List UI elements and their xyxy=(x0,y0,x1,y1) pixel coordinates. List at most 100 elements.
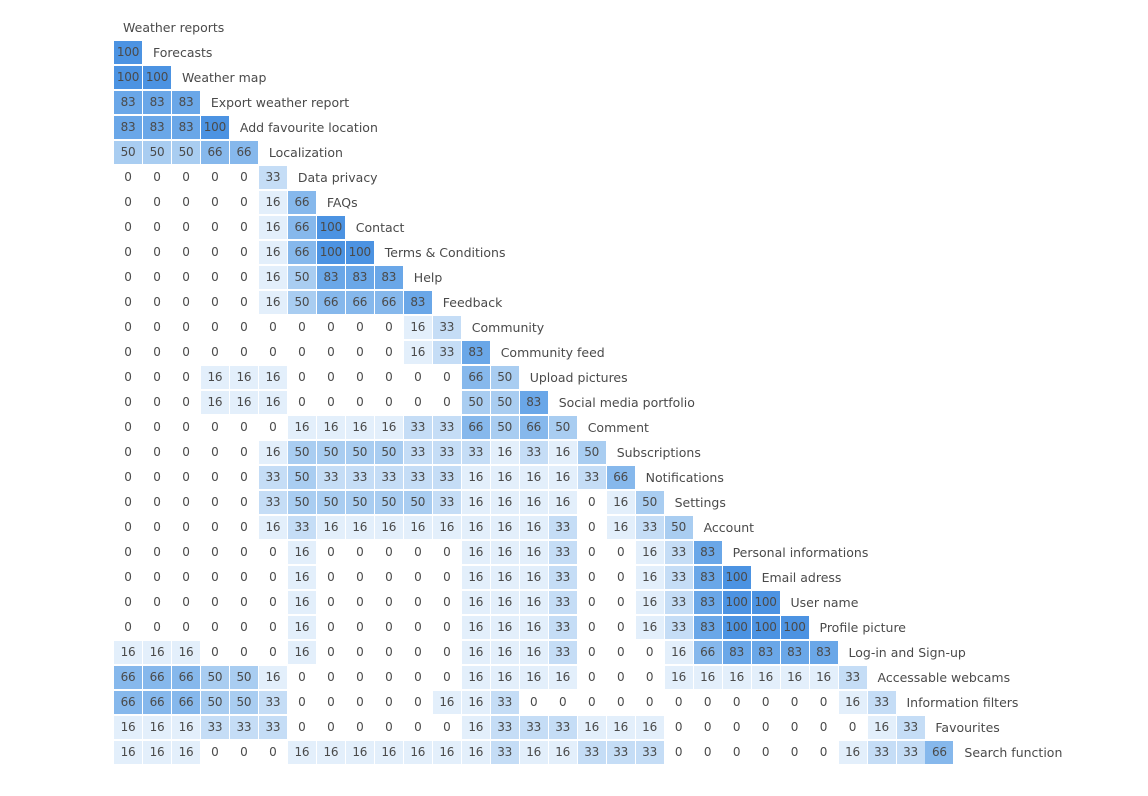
matrix-cell: 0 xyxy=(432,716,461,739)
matrix-cell: 0 xyxy=(403,641,432,664)
matrix-cell: 16 xyxy=(461,641,490,664)
matrix-cell: 0 xyxy=(172,216,200,239)
matrix-cell: 16 xyxy=(519,566,548,589)
matrix-cell: 33 xyxy=(664,541,693,564)
matrix-cell: 0 xyxy=(114,241,142,264)
matrix-cell: 0 xyxy=(316,341,345,364)
matrix-cell: 0 xyxy=(229,541,258,564)
matrix-cell: 100 xyxy=(722,616,751,639)
matrix-cell: 83 xyxy=(693,616,722,639)
row-label: Information filters xyxy=(906,695,1019,710)
matrix-cell: 0 xyxy=(316,691,345,714)
matrix-cell: 16 xyxy=(780,666,809,689)
matrix-cell: 0 xyxy=(229,591,258,614)
matrix-cell: 0 xyxy=(114,416,142,439)
matrix-cell: 0 xyxy=(200,266,229,289)
row-label: Personal informations xyxy=(732,545,869,560)
matrix-cell: 16 xyxy=(374,516,403,539)
matrix-cell: 16 xyxy=(548,466,577,489)
matrix-cell: 0 xyxy=(403,616,432,639)
matrix-cell: 0 xyxy=(143,441,171,464)
matrix-cell: 16 xyxy=(490,441,519,464)
matrix-cell: 0 xyxy=(172,341,200,364)
matrix-cell: 50 xyxy=(548,416,577,439)
matrix-cell: 16 xyxy=(316,741,345,764)
matrix-cell: 0 xyxy=(200,216,229,239)
matrix-cell: 0 xyxy=(143,366,171,389)
matrix-cell: 100 xyxy=(722,566,751,589)
matrix-cell: 16 xyxy=(114,641,142,664)
matrix-cell: 16 xyxy=(287,741,316,764)
matrix-cell: 16 xyxy=(519,491,548,514)
matrix-cell: 0 xyxy=(403,566,432,589)
matrix-cell: 50 xyxy=(287,466,316,489)
matrix-cell: 33 xyxy=(838,666,867,689)
matrix-cell: 33 xyxy=(258,466,287,489)
matrix-cell: 0 xyxy=(114,316,142,339)
matrix-cell: 0 xyxy=(229,641,258,664)
matrix-cell: 33 xyxy=(664,616,693,639)
matrix-cell: 0 xyxy=(403,691,432,714)
row-label: Feedback xyxy=(442,295,503,310)
matrix-cell: 0 xyxy=(403,391,432,414)
matrix-cell: 0 xyxy=(316,641,345,664)
row-label: Add favourite location xyxy=(239,120,378,135)
matrix-cell: 0 xyxy=(114,466,142,489)
matrix-cell: 16 xyxy=(606,491,635,514)
matrix-cell: 0 xyxy=(374,391,403,414)
matrix-cell: 0 xyxy=(403,366,432,389)
matrix-cell: 16 xyxy=(172,741,200,764)
matrix-cell: 0 xyxy=(345,366,374,389)
matrix-cell: 0 xyxy=(374,641,403,664)
matrix-cell: 16 xyxy=(490,666,519,689)
matrix-cell: 0 xyxy=(114,441,142,464)
matrix-cell: 16 xyxy=(461,491,490,514)
matrix-cell: 83 xyxy=(780,641,809,664)
matrix-cell: 100 xyxy=(345,241,374,264)
row-label: Account xyxy=(703,520,755,535)
matrix-cell: 100 xyxy=(114,41,142,64)
matrix-cell: 16 xyxy=(374,741,403,764)
matrix-cell: 0 xyxy=(432,566,461,589)
matrix-cell: 16 xyxy=(519,541,548,564)
matrix-cell: 83 xyxy=(172,91,200,114)
matrix-cell: 66 xyxy=(143,666,171,689)
matrix-cell: 66 xyxy=(461,416,490,439)
matrix-cell: 0 xyxy=(114,216,142,239)
matrix-cell: 0 xyxy=(114,541,142,564)
matrix-cell: 66 xyxy=(693,641,722,664)
matrix-cell: 0 xyxy=(172,266,200,289)
matrix-cell: 16 xyxy=(722,666,751,689)
matrix-cell: 16 xyxy=(693,666,722,689)
matrix-cell: 0 xyxy=(577,691,606,714)
matrix-cell: 0 xyxy=(200,416,229,439)
matrix-cell: 100 xyxy=(722,591,751,614)
matrix-cell: 66 xyxy=(172,691,200,714)
matrix-cell: 16 xyxy=(287,416,316,439)
matrix-cell: 33 xyxy=(548,641,577,664)
matrix-cell: 66 xyxy=(287,241,316,264)
matrix-cell: 0 xyxy=(316,591,345,614)
matrix-cell: 0 xyxy=(143,491,171,514)
matrix-cell: 50 xyxy=(316,441,345,464)
matrix-cell: 16 xyxy=(287,566,316,589)
matrix-cell: 16 xyxy=(287,591,316,614)
matrix-cell: 83 xyxy=(722,641,751,664)
matrix-cell: 0 xyxy=(114,591,142,614)
matrix-cell: 16 xyxy=(548,441,577,464)
matrix-cell: 0 xyxy=(374,616,403,639)
matrix-cell: 16 xyxy=(287,541,316,564)
matrix-cell: 33 xyxy=(490,741,519,764)
matrix-cell: 83 xyxy=(316,266,345,289)
row-label: Community xyxy=(471,320,545,335)
matrix-cell: 16 xyxy=(490,616,519,639)
matrix-cell: 16 xyxy=(461,516,490,539)
matrix-cell: 16 xyxy=(809,666,838,689)
row-label: Community feed xyxy=(500,345,605,360)
matrix-cell: 0 xyxy=(114,291,142,314)
row-label: Comment xyxy=(587,420,649,435)
matrix-cell: 33 xyxy=(432,316,461,339)
matrix-cell: 0 xyxy=(548,691,577,714)
matrix-cell: 16 xyxy=(606,516,635,539)
matrix-cell: 0 xyxy=(809,691,838,714)
